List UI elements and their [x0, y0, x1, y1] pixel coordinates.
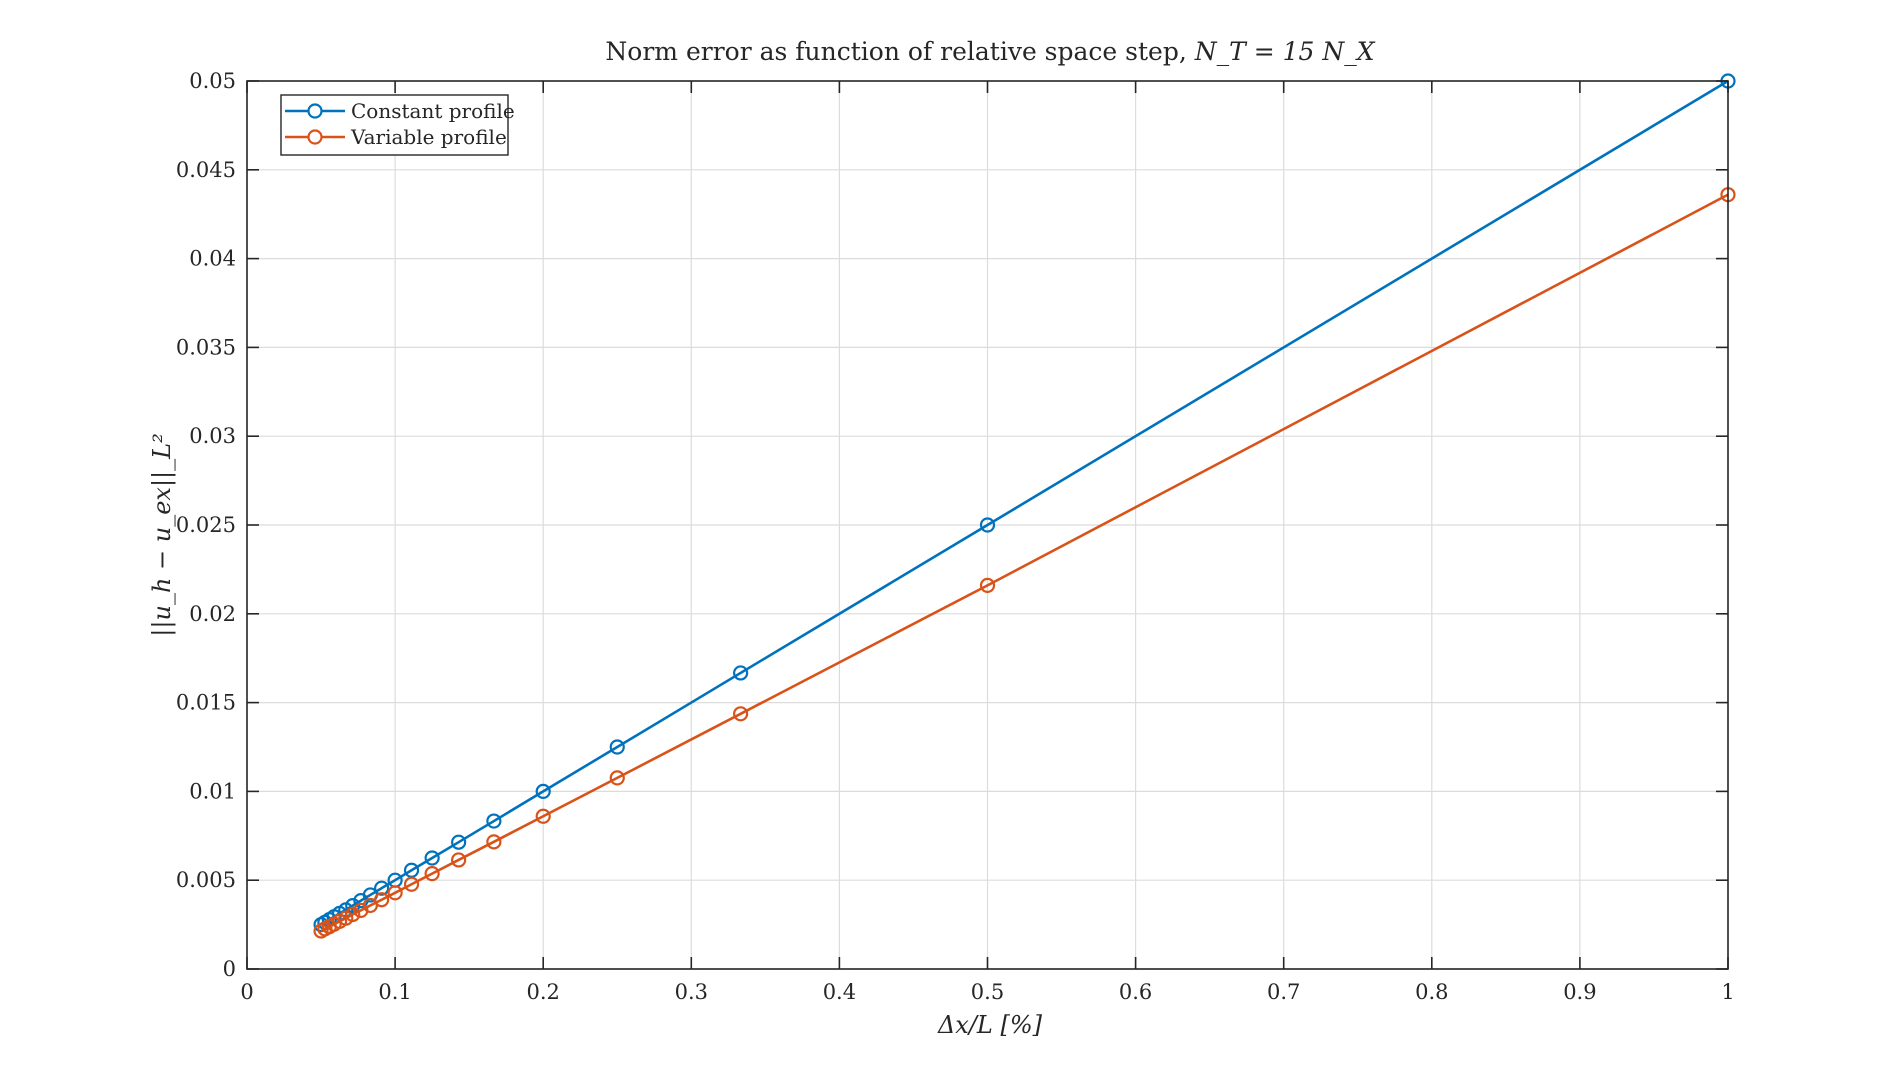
- data-point: [374, 880, 390, 896]
- data-point: [313, 923, 329, 939]
- legend-label: Variable profile: [350, 125, 507, 149]
- x-tick-label: 0.9: [1563, 980, 1596, 1004]
- data-point: [424, 866, 440, 882]
- x-tick-label: 0.4: [823, 980, 856, 1004]
- x-tick-label: 0.2: [526, 980, 559, 1004]
- y-axis-label: ||u_h − u_ex||_L²: [148, 433, 177, 636]
- data-point: [979, 577, 996, 593]
- data-point: [486, 834, 502, 850]
- y-tick-label: 0.035: [176, 335, 236, 359]
- legend-label: Constant profile: [351, 99, 515, 123]
- x-tick-label: 1: [1721, 980, 1734, 1004]
- data-point: [609, 739, 625, 755]
- data-point: [609, 770, 625, 786]
- legend-marker: [307, 103, 323, 119]
- x-tick-label: 0.8: [1415, 980, 1448, 1004]
- data-point: [733, 665, 749, 681]
- y-tick-label: 0.04: [189, 247, 236, 271]
- y-tick-label: 0: [223, 957, 236, 981]
- x-axis-label: Δx/L [%]: [937, 1011, 1043, 1039]
- chart-title-text: Norm error as function of relative space…: [605, 37, 1194, 66]
- x-tick-label: 0.6: [1119, 980, 1152, 1004]
- legend-item: Constant profile: [285, 99, 515, 123]
- chart-title: Norm error as function of relative space…: [605, 37, 1375, 66]
- data-point: [451, 852, 467, 868]
- y-tick-label: 0.02: [189, 602, 236, 626]
- data-point: [353, 902, 369, 918]
- data-point: [535, 783, 551, 800]
- x-tick-label: 0.1: [378, 980, 411, 1004]
- y-tick-label: 0.03: [189, 424, 236, 448]
- chart-title-math: N_T = 15 N_X: [1194, 37, 1376, 66]
- x-tick-label: 0.3: [675, 980, 708, 1004]
- y-tick-label: 0.05: [189, 69, 236, 93]
- y-tick-label: 0.025: [176, 513, 236, 537]
- y-tick-label: 0.01: [189, 779, 236, 803]
- x-tick-label: 0.5: [971, 980, 1004, 1004]
- data-point: [451, 834, 467, 850]
- data-point: [424, 850, 440, 866]
- series-2: [313, 187, 1736, 939]
- legend-item: Variable profile: [285, 125, 507, 149]
- y-tick-label: 0.045: [176, 158, 236, 182]
- data-point: [535, 808, 551, 824]
- data-point: [486, 813, 502, 829]
- y-tick-label: 0.005: [176, 868, 236, 892]
- ticks: [246, 80, 1729, 970]
- series-layer: [313, 73, 1736, 939]
- data-point: [979, 517, 996, 533]
- legend-marker: [307, 129, 323, 145]
- data-point: [733, 706, 749, 722]
- tick-labels: 0 0.1 0.2 0.3 0.4 0.5 0.6 0.7 0.8 0.9 1 0 0.005 0.01 0…: [176, 69, 1735, 1004]
- x-tick-label: 0: [240, 980, 253, 1004]
- data-point: [403, 876, 420, 892]
- y-tick-label: 0.015: [176, 691, 236, 715]
- x-tick-label: 0.7: [1267, 980, 1300, 1004]
- data-point: [387, 885, 403, 901]
